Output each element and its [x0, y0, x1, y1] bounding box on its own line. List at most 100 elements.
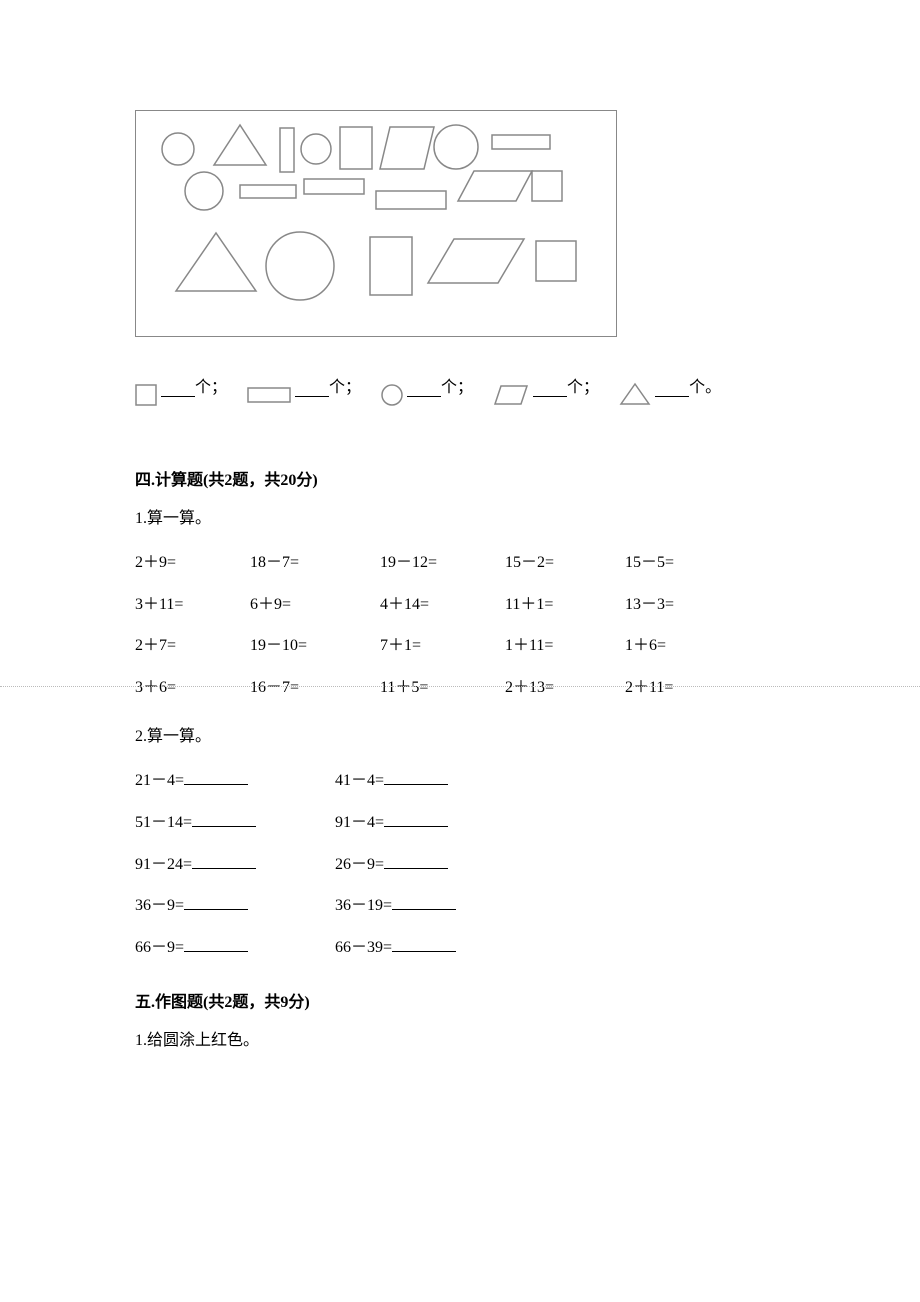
count-item-square: 个；	[135, 384, 227, 411]
fill-blank[interactable]	[392, 895, 456, 910]
calc-cell: 2＋13=	[505, 667, 625, 709]
calc-cell: 7＋1=	[380, 625, 505, 667]
calc-cell: 16－7=	[250, 667, 380, 709]
calc-row: 36－9=36－19=	[135, 885, 785, 927]
count-suffix: 个；	[441, 379, 473, 396]
count-suffix: 个。	[689, 379, 721, 396]
calc-row: 91－24= 26－9=	[135, 844, 785, 886]
calc-row: 2＋7=19－10=7＋1=1＋11=1＋6=	[135, 625, 785, 667]
shape-collection-box	[135, 110, 617, 337]
section5-heading: 五.作图题(共2题，共9分)	[135, 988, 785, 1012]
count-suffix: 个；	[329, 379, 361, 396]
parallelogram-shape	[428, 239, 524, 283]
square-icon	[135, 384, 157, 411]
calc-cell: 15－2=	[505, 542, 625, 584]
calc-cell: 4＋14=	[380, 584, 505, 626]
calc-cell: 3＋11=	[135, 584, 250, 626]
calc-cell: 11＋5=	[380, 667, 505, 709]
calc-cell: 91－24=	[135, 844, 335, 886]
fill-blank[interactable]	[392, 937, 456, 952]
fill-blank[interactable]	[184, 895, 248, 910]
fill-blank[interactable]	[384, 770, 448, 785]
fill-blank[interactable]	[192, 812, 256, 827]
count-suffix: 个；	[567, 379, 599, 396]
calc-expression: 91－24=	[135, 856, 192, 873]
calc-cell: 2＋11=	[625, 667, 725, 709]
count-item-circle: 个；	[381, 384, 473, 411]
calc-row: 2＋9=18－7=19－12=15－2=15－5=	[135, 542, 785, 584]
rectangle-shape	[304, 179, 364, 194]
calc-cell: 36－19=	[335, 885, 535, 927]
calc-row: 3＋6=16－7=11＋5=2＋13=2＋11=	[135, 667, 785, 709]
count-suffix: 个；	[195, 379, 227, 396]
calc-expression: 91－4=	[335, 814, 384, 831]
calc-row: 21－4= 41－4=	[135, 760, 785, 802]
calc-cell: 6＋9=	[250, 584, 380, 626]
fill-blank[interactable]	[184, 937, 248, 952]
parallelogram-shape	[458, 171, 532, 201]
circle-shape	[185, 172, 223, 210]
fill-blank[interactable]	[192, 854, 256, 869]
calc-cell: 41－4=	[335, 760, 535, 802]
fill-blank[interactable]	[161, 380, 195, 397]
fill-blank[interactable]	[295, 380, 329, 397]
calc-cell: 2＋9=	[135, 542, 250, 584]
circle-shape	[266, 232, 334, 300]
rectangle-shape	[376, 191, 446, 209]
fill-blank[interactable]	[533, 380, 567, 397]
calc-expression: 51－14=	[135, 814, 192, 831]
calc-cell: 1＋11=	[505, 625, 625, 667]
calc-cell: 15－5=	[625, 542, 725, 584]
calc-row: 51－14= 91－4=	[135, 802, 785, 844]
calc-grid-2: 21－4= 41－4= 51－14= 91－4= 91－24= 26－9=36－9=36－…	[135, 760, 785, 968]
calc-cell: 18－7=	[250, 542, 380, 584]
calc-cell: 51－14=	[135, 802, 335, 844]
calc-row: 66－9= 66－39=	[135, 927, 785, 969]
fill-blank[interactable]	[407, 380, 441, 397]
calc-expression: 36－19=	[335, 897, 392, 914]
count-blank-group: 个；	[295, 373, 361, 397]
fill-blank[interactable]	[384, 812, 448, 827]
triangle-shape	[214, 125, 266, 165]
count-blank-group: 个。	[655, 373, 721, 397]
fill-blank[interactable]	[655, 380, 689, 397]
circle-shape	[162, 133, 194, 165]
fill-blank[interactable]	[184, 770, 248, 785]
calc-cell: 1＋6=	[625, 625, 725, 667]
circle-shape	[434, 125, 478, 169]
calc-cell: 26－9=	[335, 844, 535, 886]
square-shape	[532, 171, 562, 201]
triangle-icon	[619, 382, 651, 411]
rectangle-shape	[280, 128, 294, 172]
rectangle-shape	[240, 185, 296, 198]
calc-expression: 66－39=	[335, 939, 392, 956]
calc-cell: 66－39=	[335, 927, 535, 969]
count-item-triangle: 个。	[619, 382, 721, 411]
count-blank-group: 个；	[161, 373, 227, 397]
shape-count-row: 个； 个； 个； 个； 个。	[135, 382, 785, 411]
fill-blank[interactable]	[384, 854, 448, 869]
section4-heading: 四.计算题(共2题，共20分)	[135, 466, 785, 490]
calc-cell: 11＋1=	[505, 584, 625, 626]
calc-cell: 91－4=	[335, 802, 535, 844]
rectangle-icon	[247, 384, 291, 411]
circle-icon	[381, 384, 403, 411]
calc-cell: 19－12=	[380, 542, 505, 584]
calc-cell: 66－9=	[135, 927, 335, 969]
calc-grid-1: 2＋9=18－7=19－12=15－2=15－5=3＋11=6＋9=4＋14=1…	[135, 542, 785, 708]
section4-q1-label: 1.算一算。	[135, 504, 785, 528]
calc-expression: 41－4=	[335, 772, 384, 789]
triangle-shape	[176, 233, 256, 291]
calc-cell: 13－3=	[625, 584, 725, 626]
square-shape	[536, 241, 576, 281]
calc-expression: 66－9=	[135, 939, 184, 956]
circle-shape	[301, 134, 331, 164]
count-item-parallelogram: 个；	[493, 384, 599, 411]
calc-row: 3＋11=6＋9=4＋14=11＋1=13－3=	[135, 584, 785, 626]
calc-cell: 19－10=	[250, 625, 380, 667]
calc-cell: 2＋7=	[135, 625, 250, 667]
count-blank-group: 个；	[533, 373, 599, 397]
count-blank-group: 个；	[407, 373, 473, 397]
calc-expression: 21－4=	[135, 772, 184, 789]
section4-q2-label: 2.算一算。	[135, 722, 785, 746]
